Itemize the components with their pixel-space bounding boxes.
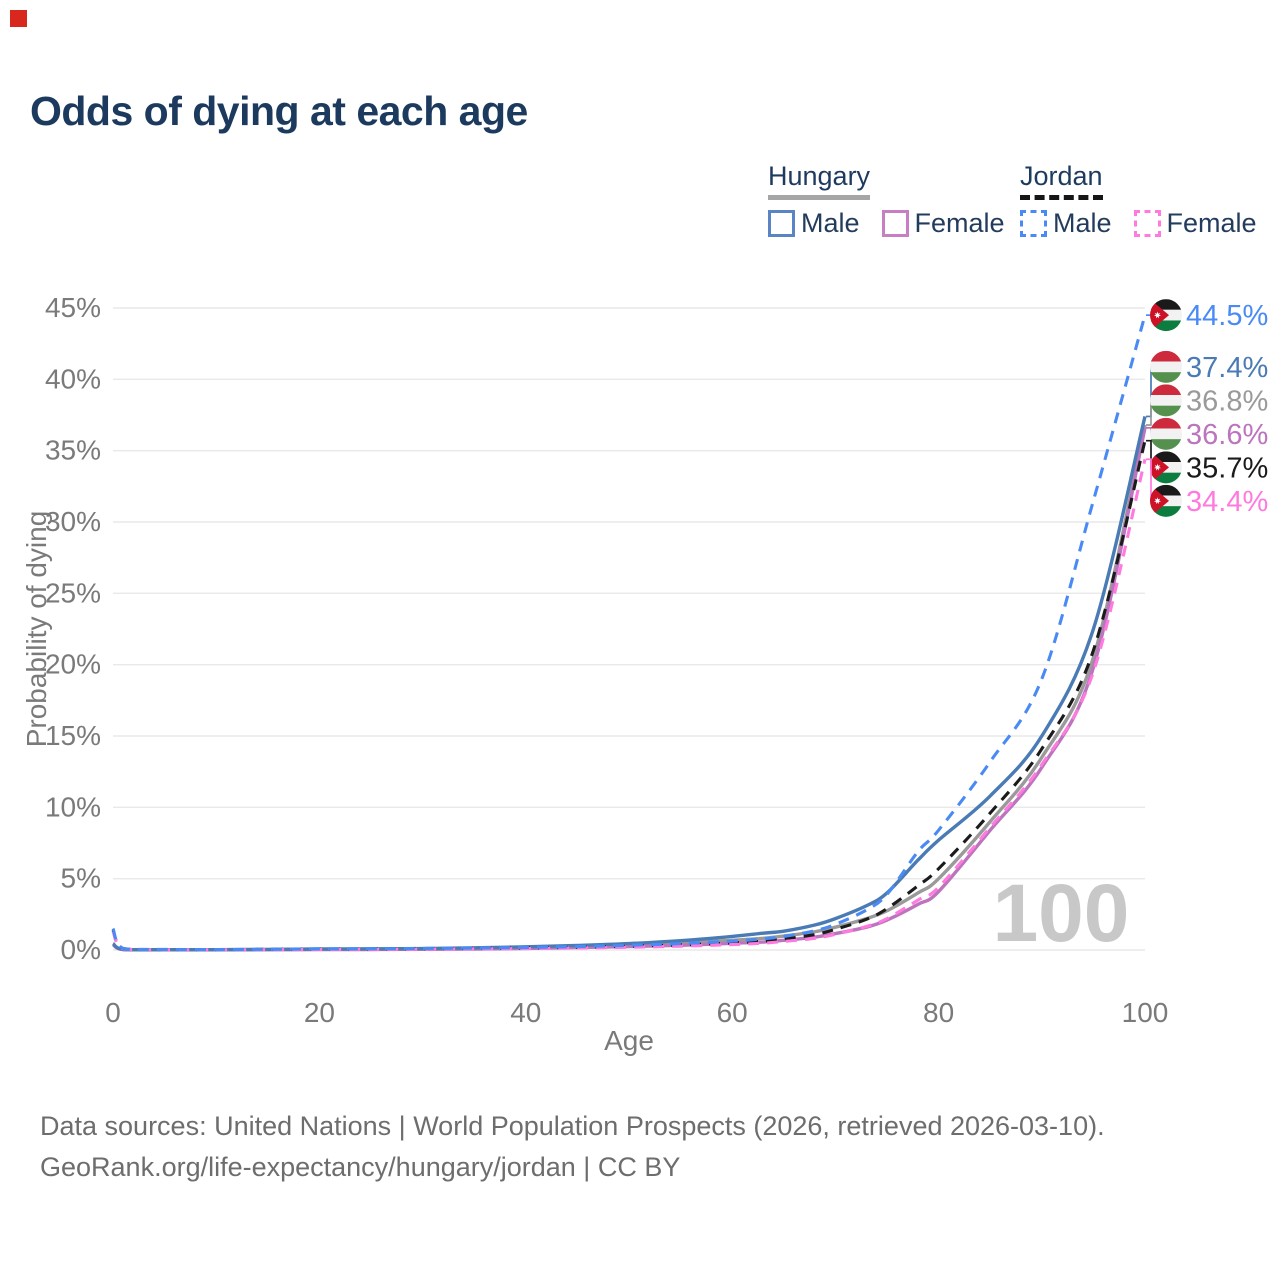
x-tick-label: 100 (1122, 997, 1169, 1028)
legend-group-hungary: Hungary Male Female (768, 161, 1027, 239)
flag-hungary-icon (1150, 350, 1182, 383)
legend-label-jordan-male[interactable]: Male (1053, 208, 1112, 238)
flag-hungary-icon (1150, 384, 1182, 417)
flag-jordan-icon (1150, 484, 1182, 517)
flag-jordan-icon (1150, 299, 1182, 332)
flag-hungary-icon (1150, 417, 1182, 450)
footer-source: Data sources: United Nations | World Pop… (40, 1111, 1105, 1141)
end-value-label: 34.4% (1186, 486, 1268, 518)
legend-swatch-hungary-male-icon[interactable] (768, 210, 795, 237)
end-value-label: 36.6% (1186, 419, 1268, 451)
legend: Hungary Male Female Jordan Male Female (0, 161, 1280, 251)
series-lines (111, 314, 1147, 952)
axis-tick-labels: 0% 5% 10% 15% 20% 25% 30% 35% 40% 45% 0 20 40 60 80 100 (45, 292, 1168, 1028)
y-tick-label: 5% (61, 863, 101, 894)
legend-country-jordan[interactable]: Jordan (1020, 161, 1103, 200)
legend-swatch-jordan-male-icon[interactable] (1020, 210, 1047, 237)
gridlines (113, 307, 1145, 951)
y-tick-label: 35% (45, 435, 101, 466)
y-tick-label: 20% (45, 649, 101, 680)
y-tick-label: 25% (45, 577, 101, 608)
end-value-label: 36.8% (1186, 385, 1268, 417)
end-value-labels: 44.5% 37.4%36.8%36.6%35.7%34.4% (1146, 299, 1268, 518)
x-axis-title: Age (604, 1025, 654, 1056)
watermark-age: 100 (993, 868, 1130, 959)
footer-attribution: GeoRank.org/life-expectancy/hungary/jord… (40, 1152, 681, 1182)
legend-label-hungary-female[interactable]: Female (914, 208, 1005, 238)
y-tick-label: 45% (45, 292, 101, 323)
x-tick-label: 80 (923, 997, 954, 1028)
series-line-hungary-male[interactable] (111, 416, 1147, 952)
footer: Data sources: United Nations | World Pop… (40, 1106, 1105, 1188)
y-tick-label: 0% (61, 934, 101, 965)
y-tick-label: 40% (45, 363, 101, 394)
legend-swatch-hungary-female-icon[interactable] (881, 210, 909, 237)
end-value-label: 44.5% (1186, 300, 1268, 332)
corner-marker (10, 10, 27, 27)
series-line-jordan-both-sexes[interactable] (111, 440, 1147, 952)
y-tick-label: 30% (45, 506, 101, 537)
legend-country-hungary[interactable]: Hungary (768, 161, 871, 200)
series-line-jordan-male[interactable] (111, 314, 1147, 952)
x-tick-label: 40 (510, 997, 541, 1028)
legend-swatch-jordan-female-icon[interactable] (1133, 210, 1161, 237)
end-value-label: 37.4% (1186, 352, 1268, 384)
series-line-jordan-female[interactable] (111, 458, 1147, 952)
x-tick-label: 60 (717, 997, 748, 1028)
legend-label-jordan-female[interactable]: Female (1166, 208, 1257, 238)
flag-jordan-icon (1150, 451, 1182, 484)
series-line-hungary-both-sexes[interactable] (111, 424, 1147, 952)
end-value-label: 35.7% (1186, 452, 1268, 484)
y-axis-title: Probability of dying (21, 511, 52, 748)
y-tick-label: 10% (45, 791, 101, 822)
page-title: Odds of dying at each age (30, 88, 528, 134)
x-tick-label: 0 (105, 997, 121, 1028)
x-tick-label: 20 (304, 997, 335, 1028)
series-line-hungary-female[interactable] (112, 427, 1147, 952)
legend-group-jordan: Jordan Male Female (1020, 161, 1279, 239)
legend-label-hungary-male[interactable]: Male (801, 208, 860, 238)
y-tick-label: 15% (45, 720, 101, 751)
